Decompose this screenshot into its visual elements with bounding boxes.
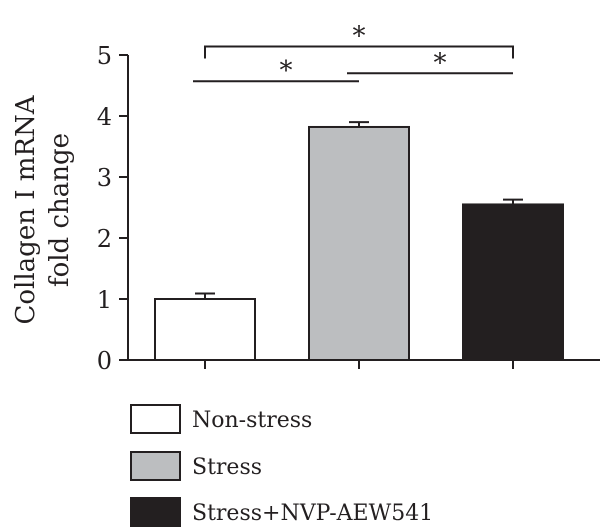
x-axis xyxy=(128,359,600,369)
y-tick-label: 0 xyxy=(97,347,112,375)
significance-star: * xyxy=(280,56,293,86)
significance-bracket xyxy=(204,45,514,59)
y-tick-label: 4 xyxy=(97,103,112,131)
legend-label-3: Stress+NVP-AEW541 xyxy=(192,501,433,526)
bar-3 xyxy=(462,203,564,361)
significance-markers: * * * xyxy=(193,21,514,86)
legend-label-2: Stress xyxy=(192,455,262,480)
legend-swatch-3 xyxy=(130,497,181,527)
legend-label-1: Non-stress xyxy=(192,408,312,433)
legend: Non-stress Stress Stress+NVP-AEW541 xyxy=(130,404,433,527)
y-tick-label: 5 xyxy=(97,42,112,70)
y-axis-title-line-1: Collagen I mRNA xyxy=(11,94,41,324)
significance-star: * xyxy=(353,21,366,51)
y-axis-title-line-2: fold change xyxy=(45,133,75,287)
y-tick-label: 2 xyxy=(97,225,112,253)
error-bars xyxy=(195,121,523,299)
bar-1 xyxy=(154,298,256,361)
y-axis-title: Collagen I mRNA fold change xyxy=(11,94,75,324)
legend-swatch-2 xyxy=(130,451,181,481)
bar-2 xyxy=(308,125,410,362)
y-axis: 0 1 2 3 4 5 xyxy=(97,42,129,375)
legend-swatch-1 xyxy=(130,404,181,434)
y-tick-label: 1 xyxy=(97,286,112,314)
significance-star: * xyxy=(434,48,447,78)
bars xyxy=(154,125,564,362)
y-tick-label: 3 xyxy=(97,164,112,192)
